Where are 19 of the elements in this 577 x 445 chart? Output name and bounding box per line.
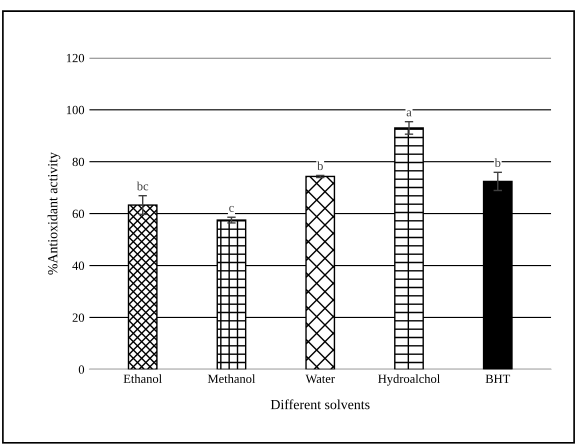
annotation: c	[229, 206, 234, 212]
y-tick-label: 40	[72, 262, 84, 270]
y-tick-label: 0	[78, 365, 84, 374]
annotation: bc	[136, 182, 148, 190]
x-tick-label: Water	[305, 374, 335, 384]
x-tick-label: Hydroalchol	[378, 374, 440, 386]
y-axis-title: %Antioxidant activity	[48, 152, 60, 275]
y-tick-label: 60	[72, 210, 84, 218]
x-tick-label: BHT	[486, 374, 510, 383]
annotation: a	[406, 110, 412, 116]
y-tick-label: 100	[66, 106, 84, 114]
annotation: b	[317, 161, 323, 170]
x-axis-title: Different solvents	[270, 399, 370, 410]
annotation: b	[494, 158, 500, 168]
y-tick-label: 80	[72, 158, 84, 166]
x-tick-label: Methanol	[208, 374, 256, 384]
x-tick-label: Ethanol	[124, 374, 162, 384]
y-tick-label: 20	[72, 313, 84, 322]
y-tick-label: 120	[66, 54, 84, 62]
